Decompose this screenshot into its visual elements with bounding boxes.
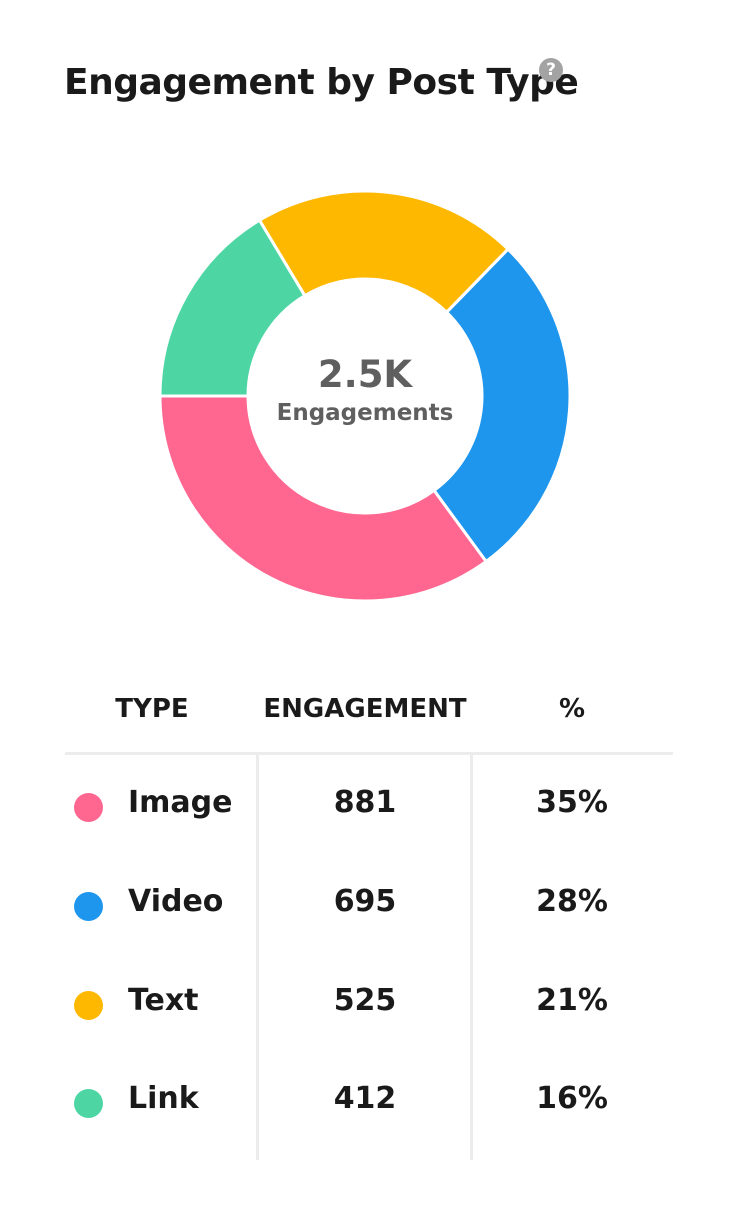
table-row: Link 412 16% bbox=[0, 1073, 738, 1133]
row-percent-value: 28% bbox=[536, 884, 608, 919]
table-row: Image 881 35% bbox=[0, 777, 738, 837]
table-row: Text 525 21% bbox=[0, 975, 738, 1035]
legend-dot-video bbox=[74, 892, 103, 921]
row-engagement-value: 525 bbox=[333, 983, 397, 1018]
table-header-engagement: ENGAGEMENT bbox=[263, 694, 467, 724]
row-type-label: Text bbox=[128, 983, 199, 1018]
table-column-divider bbox=[256, 755, 259, 1160]
table-column-divider bbox=[470, 755, 473, 1160]
donut-center-label: Engagements bbox=[276, 400, 454, 426]
help-icon[interactable]: ? bbox=[539, 58, 563, 82]
table-header-divider bbox=[65, 752, 673, 755]
donut-slice-text[interactable] bbox=[257, 189, 510, 314]
row-engagement-value: 412 bbox=[333, 1081, 397, 1116]
row-type-label: Link bbox=[128, 1081, 199, 1116]
legend-dot-link bbox=[74, 1089, 103, 1118]
legend-dot-text bbox=[74, 991, 103, 1020]
donut-slice-image[interactable] bbox=[158, 394, 488, 603]
row-percent-value: 21% bbox=[536, 983, 608, 1018]
row-percent-value: 16% bbox=[536, 1081, 608, 1116]
donut-chart bbox=[158, 189, 572, 603]
table-header-percent: % bbox=[558, 694, 586, 724]
donut-slice-video[interactable] bbox=[432, 247, 572, 563]
donut-slice-link[interactable] bbox=[158, 218, 307, 398]
row-engagement-value: 695 bbox=[333, 884, 397, 919]
donut-center-value: 2.5K bbox=[317, 353, 413, 396]
row-engagement-value: 881 bbox=[333, 785, 397, 820]
row-type-label: Image bbox=[128, 785, 233, 820]
table-row: Video 695 28% bbox=[0, 876, 738, 936]
page-title: Engagement by Post Type bbox=[64, 62, 579, 103]
table-header-type: TYPE bbox=[115, 694, 189, 724]
row-percent-value: 35% bbox=[536, 785, 608, 820]
legend-dot-image bbox=[74, 793, 103, 822]
row-type-label: Video bbox=[128, 884, 224, 919]
